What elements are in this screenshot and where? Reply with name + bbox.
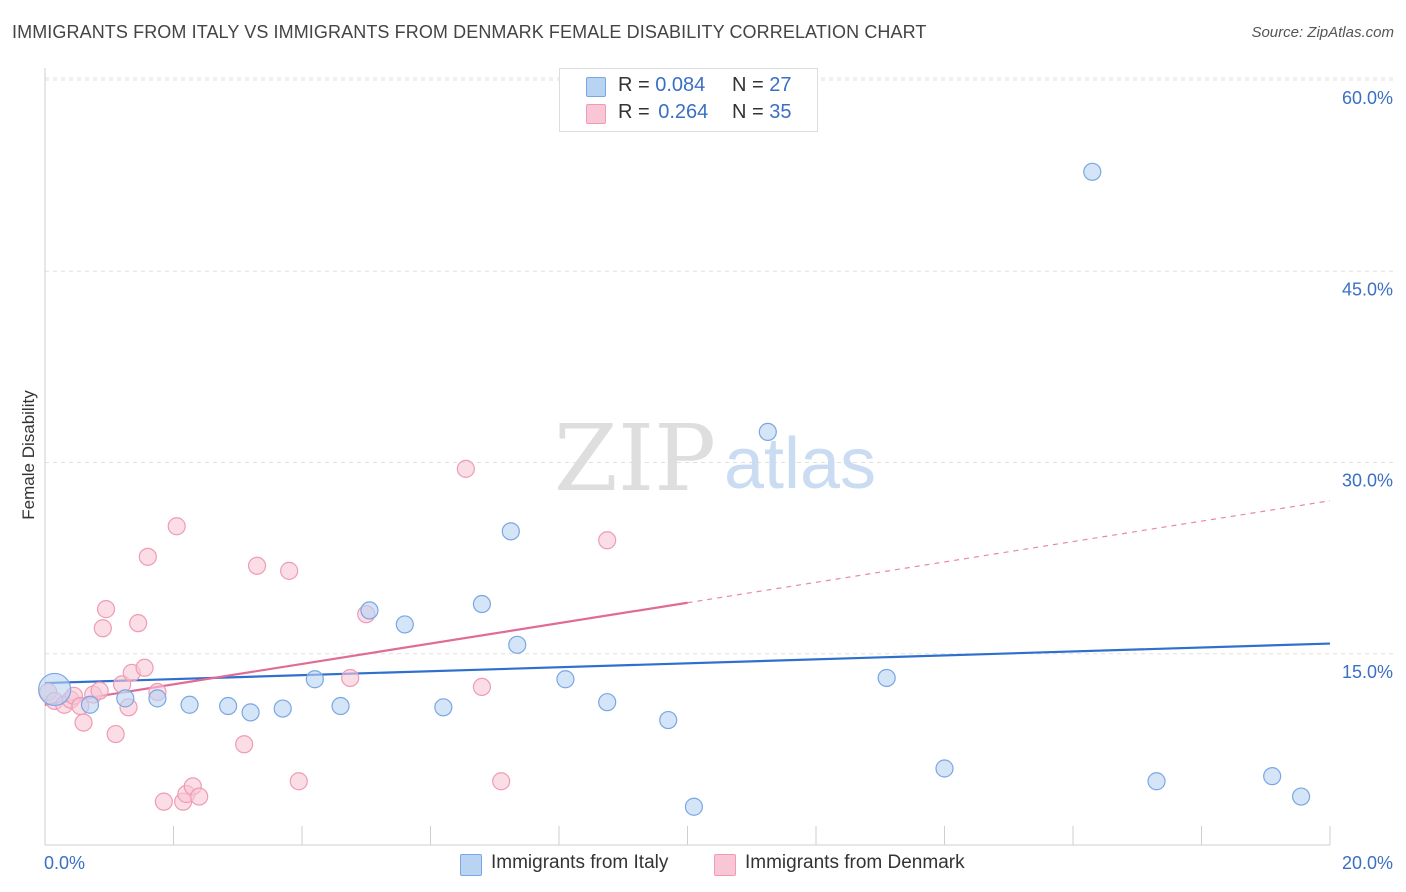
italy-point (684, 797, 704, 816)
points-italy (38, 162, 1311, 816)
bottom-legend-swatch-italy (460, 854, 482, 876)
italy-point (395, 615, 414, 634)
bottom-legend-label-denmark: Immigrants from Denmark (745, 852, 965, 873)
denmark-trendline-dashed (687, 500, 1331, 604)
denmark-point (106, 724, 125, 744)
y-axis-label: Female Disability (19, 390, 38, 520)
denmark-point (93, 619, 112, 638)
italy-point (331, 696, 350, 716)
legend-r-value-italy: 0.084 (655, 74, 706, 96)
legend-n-label-denmark: N = (732, 101, 764, 123)
italy-point (241, 703, 260, 722)
axes (44, 68, 1331, 846)
y-tick-label: 30.0% (1342, 471, 1393, 491)
watermark-zip: ZIP (554, 405, 716, 512)
denmark-point (129, 614, 148, 633)
italy-point (1263, 767, 1282, 786)
correlation-legend: R = 0.084 N = 27 R = 0.264 N = 35 (559, 68, 818, 132)
italy-point (1291, 787, 1311, 806)
y-tick-label: 60.0% (1342, 88, 1393, 108)
denmark-point (456, 459, 475, 478)
watermark: ZIP atlas (554, 405, 876, 512)
italy-point (877, 668, 896, 688)
denmark-point (472, 677, 491, 697)
italy-point (116, 689, 135, 708)
italy-point (360, 601, 379, 620)
bottom-legend-swatch-denmark (714, 854, 736, 876)
x-tick-label: 0.0% (44, 853, 85, 873)
legend-n-italy: N = 27 (732, 74, 792, 97)
denmark-point (167, 517, 186, 536)
denmark-point (154, 792, 173, 811)
italy-point (659, 710, 678, 730)
legend-swatch-italy (586, 77, 606, 97)
legend-r-denmark: R = 0.264 (618, 101, 708, 124)
trend-italy (44, 642, 1331, 685)
denmark-point (74, 713, 93, 732)
denmark-point (492, 772, 511, 791)
italy-point (148, 689, 167, 708)
italy-point (1147, 772, 1166, 791)
watermark-atlas: atlas (724, 424, 876, 504)
tick-labels: 15.0% 30.0% 45.0% 60.0% 0.0% 20.0% (44, 88, 1393, 873)
italy-point (1083, 162, 1102, 181)
italy-point (38, 672, 72, 707)
denmark-point (135, 658, 154, 677)
italy-point (273, 699, 292, 718)
italy-point (935, 759, 954, 778)
legend-n-value-italy: 27 (769, 74, 792, 96)
italy-point (472, 594, 491, 614)
denmark-point (280, 561, 299, 580)
legend-n-denmark: N = 35 (732, 101, 792, 124)
italy-point (501, 522, 520, 541)
italy-trendline (44, 642, 1331, 685)
italy-point (305, 670, 324, 689)
italy-point (434, 698, 453, 717)
denmark-point (289, 772, 308, 791)
denmark-point (90, 681, 109, 700)
trend-denmark (44, 500, 1331, 706)
legend-n-label-italy: N = (732, 74, 764, 96)
denmark-point (138, 547, 157, 566)
grid-lines (45, 77, 1395, 655)
legend-swatch-denmark (586, 104, 606, 124)
denmark-point (341, 668, 360, 688)
italy-point (219, 696, 238, 716)
y-tick-label: 45.0% (1342, 279, 1393, 299)
denmark-point (235, 735, 254, 754)
legend-r-italy: R = 0.084 (618, 74, 705, 97)
source-label: Source: ZipAtlas.com (1251, 24, 1394, 41)
legend-r-label-denmark: R = (618, 101, 650, 123)
italy-point (180, 695, 199, 714)
chart-title: IMMIGRANTS FROM ITALY VS IMMIGRANTS FROM… (12, 22, 927, 42)
y-tick-label: 15.0% (1342, 662, 1393, 682)
italy-point (758, 422, 777, 441)
legend-n-value-denmark: 35 (769, 101, 792, 123)
denmark-point (598, 531, 617, 550)
points-denmark (39, 459, 617, 811)
italy-point (598, 693, 617, 712)
italy-point (556, 670, 575, 689)
legend-r-label-italy: R = (618, 74, 650, 96)
denmark-point (247, 556, 267, 575)
legend-r-value-denmark: 0.264 (658, 101, 709, 123)
italy-point (508, 635, 527, 654)
bottom-legend-label-italy: Immigrants from Italy (491, 852, 669, 873)
denmark-point (190, 787, 209, 806)
x-tick-label: 20.0% (1342, 853, 1393, 873)
italy-point (80, 695, 100, 714)
denmark-point (96, 600, 116, 619)
